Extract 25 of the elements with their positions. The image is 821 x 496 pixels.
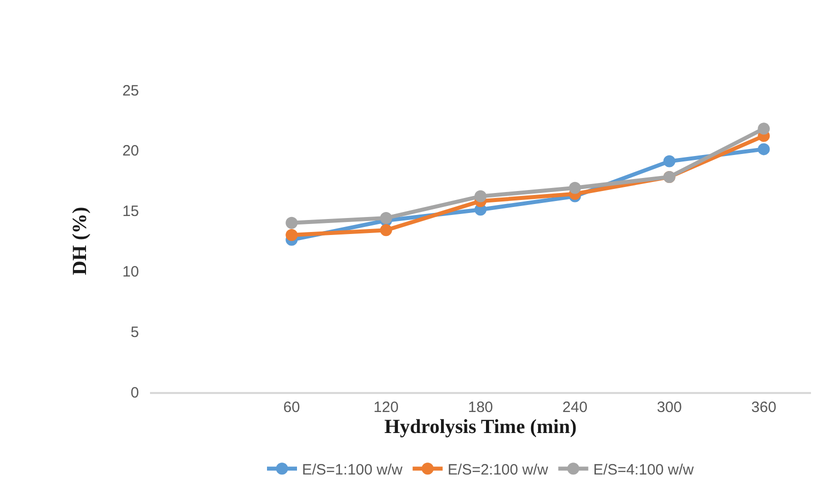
x-tick-label: 180 [468, 398, 494, 416]
x-tick-label: 360 [751, 398, 776, 416]
point [568, 182, 581, 194]
legend-label: E/S=1:100 w/w [302, 462, 403, 478]
x-tick-label: 300 [656, 398, 682, 416]
point [758, 143, 770, 156]
x-axis-title: Hydrolysis Time (min) [384, 416, 577, 438]
point [286, 216, 298, 229]
point [380, 224, 392, 236]
point [663, 155, 676, 168]
y-tick-label: 10 [122, 263, 139, 280]
x-tick-label: 240 [562, 398, 588, 416]
x-tick-label: 120 [374, 398, 399, 416]
y-tick-label: 0 [130, 384, 139, 402]
y-axis-title: DH (%) [68, 206, 91, 276]
legend-label: E/S=4:100 w/w [593, 462, 694, 478]
y-tick-label: 5 [130, 324, 139, 341]
y-tick-label: 15 [122, 203, 139, 220]
point [286, 228, 298, 241]
point [758, 122, 770, 135]
point [474, 190, 486, 202]
y-tick-label: 20 [122, 142, 139, 160]
x-tick-label: 60 [283, 398, 300, 416]
y-tick-label: 25 [122, 82, 139, 100]
legend-label: E/S=2:100 w/w [448, 462, 548, 478]
